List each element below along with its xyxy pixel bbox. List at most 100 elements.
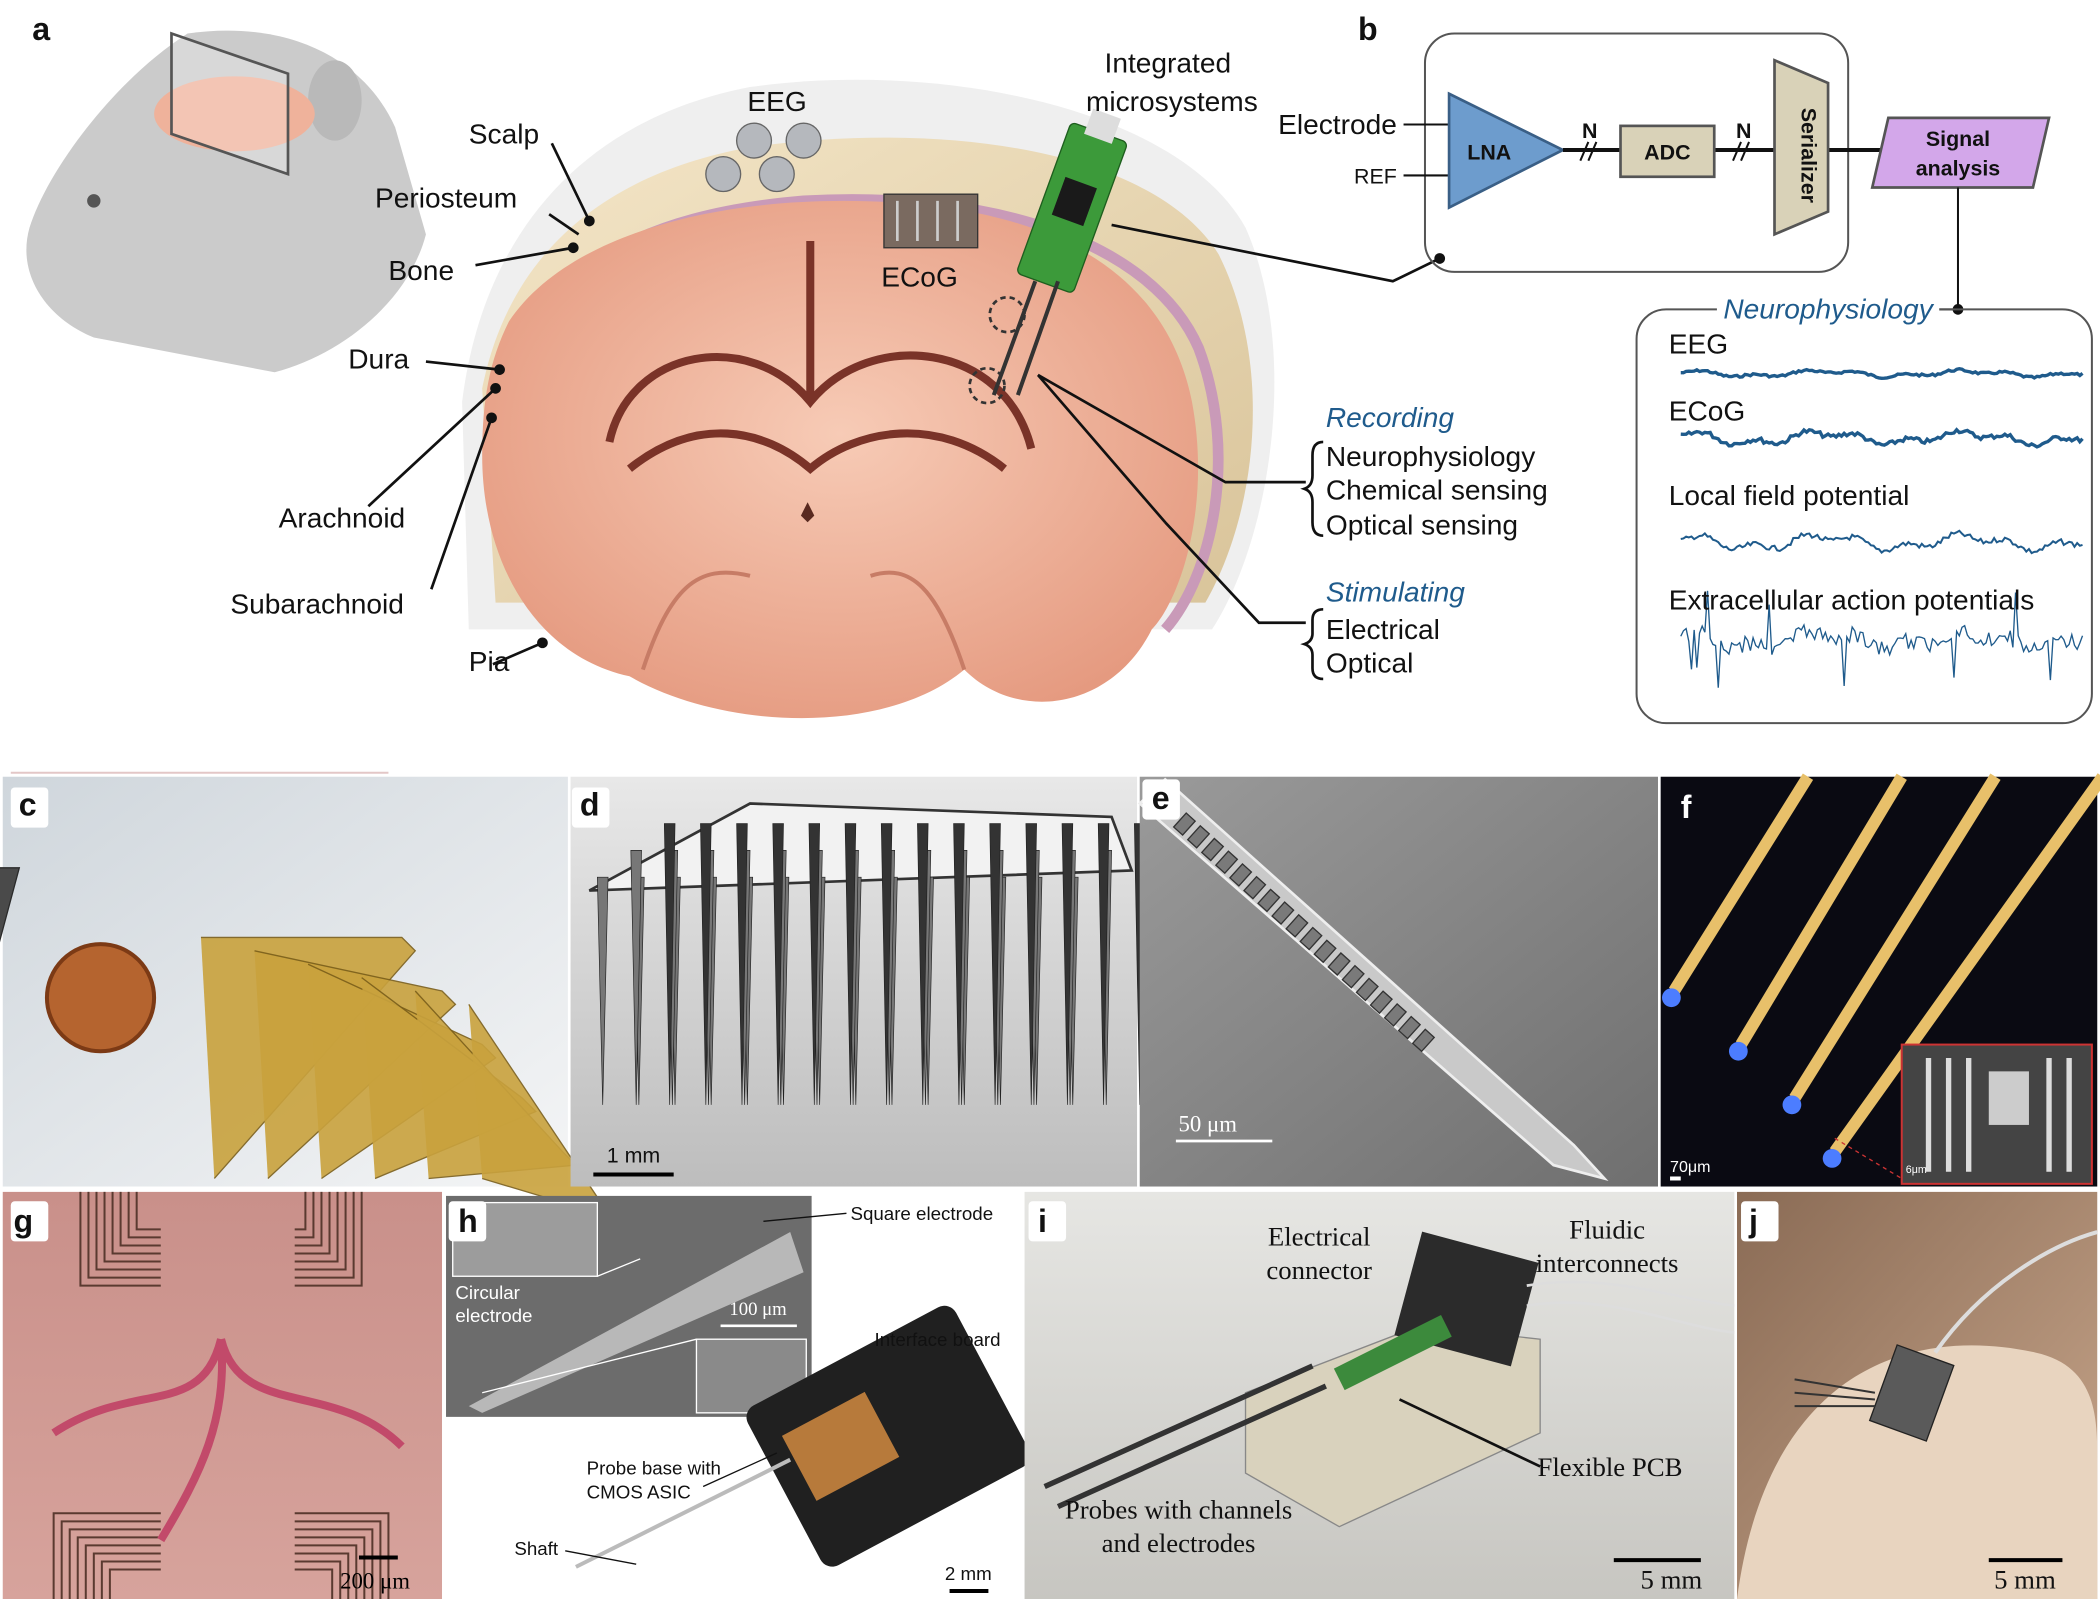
callout: Probes with channels [1065, 1495, 1292, 1525]
shape [640, 570, 967, 671]
shape [565, 1550, 637, 1565]
probe [1735, 773, 1907, 1048]
signal-trace [1680, 529, 2083, 555]
group [0, 867, 21, 949]
callout: Interface board [875, 1329, 1001, 1350]
shape [1333, 1315, 1452, 1391]
electrode-site [1383, 1002, 1408, 1027]
needle [989, 823, 1001, 1105]
scale-bar-label: 5 mm [1994, 1564, 2056, 1594]
label-tag [448, 1201, 487, 1242]
shape [1579, 141, 1750, 162]
shape [567, 242, 579, 254]
shape [494, 364, 505, 375]
callout: Fluidic [1569, 1215, 1645, 1245]
led [1782, 1095, 1802, 1115]
shape [1084, 108, 1121, 144]
bus-label: N [1582, 119, 1597, 143]
group [1680, 366, 2084, 688]
shape [1300, 440, 1324, 538]
label-tag [1142, 779, 1180, 820]
group: a Scalp Periosteum Bone Dura Arachnoid S… [26, 11, 1548, 719]
shape [482, 1258, 697, 1394]
needle [1097, 823, 1110, 1105]
shape [1434, 253, 1446, 264]
trace [87, 1191, 355, 1279]
group [597, 823, 1146, 1105]
scale-bar-label: 100 μm [729, 1299, 787, 1320]
callout: connector [1266, 1255, 1372, 1285]
callout: Electrical [1268, 1221, 1371, 1251]
shape [763, 1212, 847, 1223]
callout: Circular [455, 1282, 520, 1303]
shape [1398, 1398, 1541, 1468]
scale-bar-label: 50 μm [1179, 1112, 1238, 1137]
shape [1043, 1363, 1327, 1510]
input-label: REF [1354, 164, 1397, 188]
shape [1447, 91, 1566, 210]
needle [953, 823, 965, 1105]
needle [630, 850, 642, 1105]
shape [482, 200, 1199, 719]
panel-label: a [32, 11, 51, 47]
connector [0, 867, 21, 949]
signal-label: EEG [1669, 329, 1728, 360]
signal-label: Local field potential [1669, 480, 1910, 511]
panel-label: e [1152, 780, 1170, 816]
layer-label: Periosteum [375, 183, 517, 214]
probe [1789, 773, 2001, 1102]
group [52, 1191, 390, 1599]
shape [308, 60, 362, 141]
needle [772, 823, 784, 1105]
callout: electrode [455, 1305, 532, 1326]
shape [785, 122, 822, 159]
group-item: Neurophysiology [1326, 441, 1535, 472]
scale-bar-label: 1 mm [607, 1143, 661, 1167]
trace [60, 1520, 382, 1599]
electrode-site [1214, 850, 1239, 875]
electrode-site [1285, 913, 1309, 938]
shape [1111, 223, 1441, 283]
electrode-site [1299, 926, 1323, 951]
panel-label: i [1038, 1203, 1047, 1239]
callout: Flexible PCB [1537, 1452, 1682, 1482]
panel-label: d [580, 787, 600, 823]
trace [100, 1560, 342, 1599]
panel-label: j [1748, 1203, 1758, 1239]
shape [1933, 1230, 2098, 1354]
shape [1773, 58, 1830, 237]
shape [1423, 32, 1850, 273]
block-label: LNA [1467, 140, 1511, 164]
trace [95, 1191, 347, 1271]
shape [1834, 1137, 1903, 1180]
layer-label: Subarachnoid [230, 588, 403, 619]
trace [76, 1536, 366, 1599]
shape [605, 241, 1036, 475]
electrode-site [1411, 1028, 1436, 1053]
input-label: Electrode [1278, 109, 1397, 140]
panel-label: c [19, 787, 37, 823]
callout: Probe base with [587, 1457, 721, 1478]
callout: Square electrode [850, 1203, 993, 1224]
needle [917, 823, 929, 1105]
group: c d e f g h i j 1 mm 50 μm 70μm 6μm 200 … [13, 780, 2063, 1594]
signal-label: Extracellular action potentials [1669, 584, 2035, 615]
shape [1925, 1057, 2072, 1172]
shape [1036, 373, 1306, 625]
needle [700, 823, 712, 1105]
needle [597, 876, 609, 1105]
shape [1868, 1344, 1955, 1442]
group-item: Optical [1326, 647, 1414, 678]
shape [575, 1457, 792, 1569]
trace [68, 1528, 374, 1599]
shape [735, 122, 773, 159]
signal-label: ECoG [1669, 396, 1746, 427]
label-tag [10, 1201, 49, 1242]
trace [84, 1544, 358, 1599]
callout: interconnects [1536, 1248, 1679, 1278]
panel-label: b [1358, 11, 1378, 47]
group [200, 936, 617, 1220]
group [1662, 773, 2100, 1168]
shape [1716, 294, 1940, 327]
